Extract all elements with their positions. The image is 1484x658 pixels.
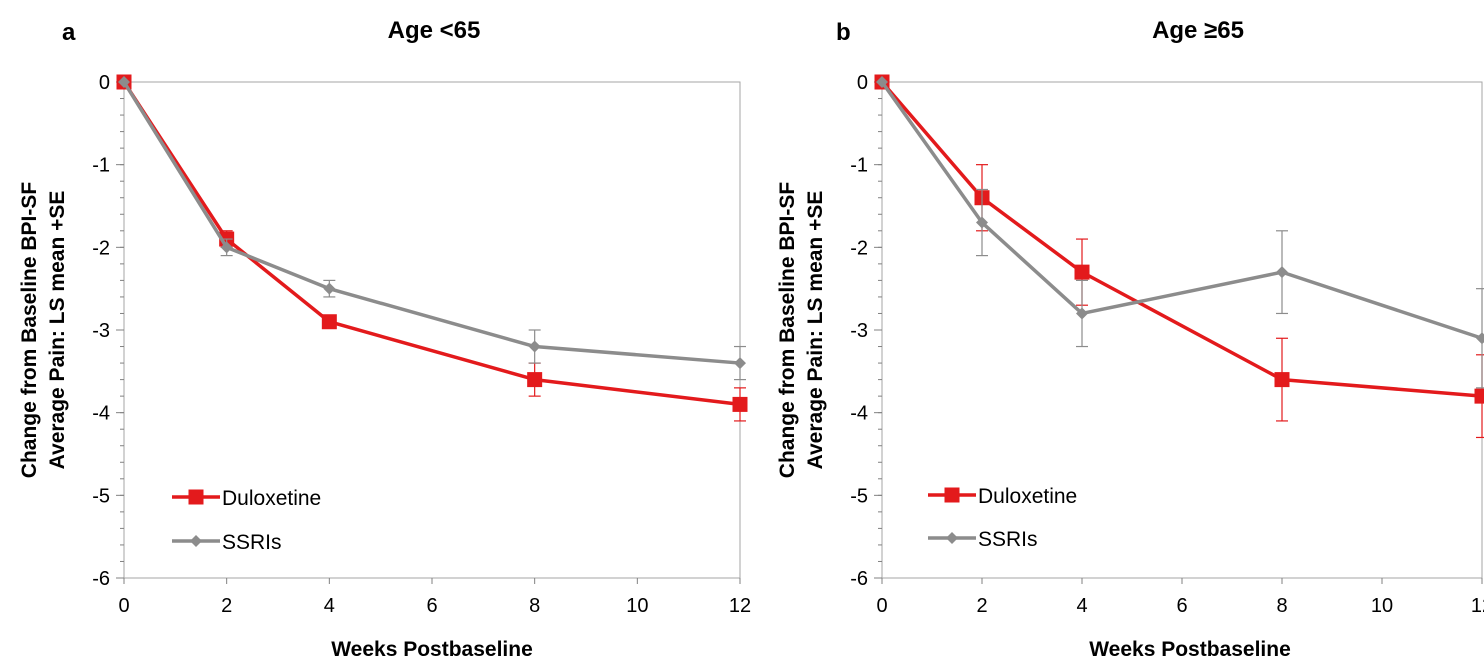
x-tick-label: 12: [729, 595, 751, 617]
data-point-duloxetine: [1474, 388, 1484, 404]
data-point-ssris: [1476, 332, 1484, 345]
legend-label-ssris: SSRIs: [222, 531, 282, 554]
y-tick-label: -1: [850, 155, 868, 177]
chart-title-a: Age <65: [388, 17, 481, 44]
y-tick-label: -6: [92, 568, 110, 590]
data-point-ssris: [734, 357, 746, 370]
plot-frame-a: [123, 81, 741, 579]
x-tick-label: 12: [1471, 595, 1484, 617]
data-point-ssris: [323, 282, 336, 295]
data-point-ssris: [220, 241, 233, 254]
data-point-duloxetine: [732, 396, 748, 412]
panel-label-a: a: [62, 19, 76, 46]
data-point-ssris: [118, 76, 130, 88]
y-tick-label: -4: [92, 403, 110, 425]
y-tick-label: -3: [92, 320, 110, 342]
y-tick-label: -6: [850, 568, 868, 590]
x-tick-label: 2: [221, 595, 232, 617]
legend-marker-ssris: [946, 532, 958, 544]
data-point-duloxetine: [527, 372, 543, 388]
x-tick-label: 8: [529, 595, 540, 617]
y-tick-label: 0: [99, 72, 110, 94]
x-tick-label: 8: [1276, 595, 1287, 617]
data-point-ssris: [1076, 307, 1088, 320]
legend-marker-duloxetine: [944, 487, 960, 503]
data-point-duloxetine: [321, 314, 337, 330]
y-tick-label: -4: [850, 403, 868, 425]
data-point-ssris: [1276, 266, 1288, 279]
series-line-duloxetine: [880, 80, 1483, 398]
x-tick-label: 6: [1176, 595, 1187, 617]
x-tick-label: 10: [1371, 595, 1393, 617]
x-tick-label: 4: [1076, 595, 1087, 617]
y-axis-label-line-1: Change from Baseline BPI-SF: [776, 182, 799, 479]
x-tick-label: 0: [118, 595, 129, 617]
chart-title-b: Age ≥65: [1152, 17, 1244, 44]
x-tick-label: 2: [976, 595, 987, 617]
y-axis-label-line-2: Average Pain: LS mean +SE: [46, 191, 69, 470]
data-point-ssris: [976, 216, 988, 229]
x-tick-label: 4: [324, 595, 335, 617]
series-line-ssris: [880, 80, 1483, 340]
data-point-duloxetine: [1074, 264, 1090, 280]
legend-label-ssris: SSRIs: [978, 528, 1038, 551]
x-tick-label: 0: [876, 595, 887, 617]
y-tick-label: -3: [850, 320, 868, 342]
panel-label-b: b: [836, 19, 851, 46]
y-tick-label: -5: [92, 485, 110, 507]
x-tick-label: 10: [626, 595, 648, 617]
data-point-ssris: [528, 340, 541, 353]
data-point-duloxetine: [1274, 372, 1290, 388]
legend-marker-duloxetine: [188, 489, 204, 505]
data-point-ssris: [876, 76, 888, 88]
y-tick-label: -5: [850, 485, 868, 507]
legend-marker-ssris: [190, 535, 202, 547]
y-tick-label: -2: [850, 237, 868, 259]
y-tick-label: 0: [857, 72, 868, 94]
y-axis-label-line-1: Change from Baseline BPI-SF: [18, 182, 41, 479]
legend-label-duloxetine: Duloxetine: [222, 487, 321, 510]
y-tick-label: -1: [92, 155, 110, 177]
y-tick-label: -2: [92, 237, 110, 259]
plot-frame-b: [881, 81, 1483, 579]
x-axis-label-a: Weeks Postbaseline: [331, 638, 533, 658]
x-axis-label-b: Weeks Postbaseline: [1089, 638, 1291, 658]
x-tick-label: 6: [426, 595, 437, 617]
y-axis-label-line-2: Average Pain: LS mean +SE: [804, 191, 827, 470]
legend-label-duloxetine: Duloxetine: [978, 485, 1077, 508]
